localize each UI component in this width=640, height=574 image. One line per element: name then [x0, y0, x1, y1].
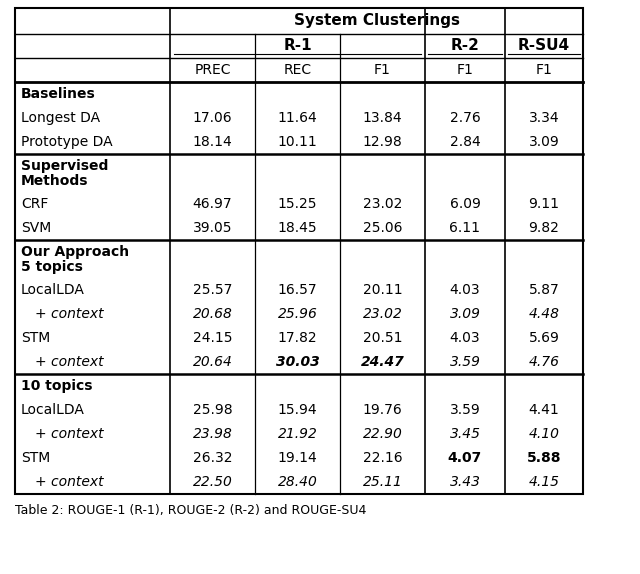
Text: 20.68: 20.68 [193, 307, 232, 321]
Text: Our Approach: Our Approach [21, 245, 129, 259]
Text: 17.82: 17.82 [278, 331, 317, 345]
Text: 5.69: 5.69 [529, 331, 559, 345]
Text: LocalLDA: LocalLDA [21, 403, 85, 417]
Text: 28.40: 28.40 [278, 475, 317, 489]
Text: R-1: R-1 [283, 38, 312, 53]
Text: Methods: Methods [21, 173, 88, 188]
Text: 16.57: 16.57 [278, 283, 317, 297]
Text: Table 2: ROUGE-1 (R-1), ROUGE-2 (R-2) and ROUGE-SU4: Table 2: ROUGE-1 (R-1), ROUGE-2 (R-2) an… [15, 504, 366, 517]
Text: 23.98: 23.98 [193, 427, 232, 441]
Text: 5 topics: 5 topics [21, 259, 83, 274]
Text: 4.07: 4.07 [448, 451, 482, 465]
Text: 23.02: 23.02 [363, 197, 402, 211]
Text: REC: REC [284, 63, 312, 77]
Text: 3.45: 3.45 [449, 427, 481, 441]
Text: 12.98: 12.98 [363, 135, 403, 149]
Text: Supervised: Supervised [21, 159, 108, 173]
Text: 13.84: 13.84 [363, 111, 403, 125]
Text: 3.09: 3.09 [529, 135, 559, 149]
Text: 19.76: 19.76 [363, 403, 403, 417]
Text: 6.11: 6.11 [449, 221, 481, 235]
Text: 22.16: 22.16 [363, 451, 403, 465]
Text: 39.05: 39.05 [193, 221, 232, 235]
Text: 4.48: 4.48 [529, 307, 559, 321]
Text: Longest DA: Longest DA [21, 111, 100, 125]
Text: 23.02: 23.02 [363, 307, 403, 321]
Text: 24.47: 24.47 [360, 355, 404, 369]
Text: 19.14: 19.14 [278, 451, 317, 465]
Text: CRF: CRF [21, 197, 49, 211]
Text: F1: F1 [536, 63, 552, 77]
Text: 4.03: 4.03 [450, 283, 480, 297]
Text: PREC: PREC [195, 63, 231, 77]
Text: 25.98: 25.98 [193, 403, 232, 417]
Text: 18.45: 18.45 [278, 221, 317, 235]
Text: 11.64: 11.64 [278, 111, 317, 125]
Text: 30.03: 30.03 [276, 355, 319, 369]
Text: 9.11: 9.11 [529, 197, 559, 211]
Text: System Clusterings: System Clusterings [294, 14, 460, 29]
Text: 26.32: 26.32 [193, 451, 232, 465]
Text: 22.90: 22.90 [363, 427, 403, 441]
Text: STM: STM [21, 451, 51, 465]
Text: + context: + context [35, 427, 104, 441]
Bar [15, 8, 583, 494]
Text: 3.59: 3.59 [450, 403, 481, 417]
Text: 18.14: 18.14 [193, 135, 232, 149]
Text: R-SU4: R-SU4 [518, 38, 570, 53]
Text: 20.11: 20.11 [363, 283, 403, 297]
Text: SVM: SVM [21, 221, 51, 235]
Text: 25.96: 25.96 [278, 307, 317, 321]
Text: 3.09: 3.09 [449, 307, 481, 321]
Text: 46.97: 46.97 [193, 197, 232, 211]
Text: Baselines: Baselines [21, 87, 96, 101]
Text: F1: F1 [374, 63, 391, 77]
Text: 25.57: 25.57 [193, 283, 232, 297]
Text: 4.41: 4.41 [529, 403, 559, 417]
Text: 17.06: 17.06 [193, 111, 232, 125]
Text: 15.25: 15.25 [278, 197, 317, 211]
Text: 20.64: 20.64 [193, 355, 232, 369]
Text: 3.34: 3.34 [529, 111, 559, 125]
Text: 10 topics: 10 topics [21, 379, 93, 393]
Text: 21.92: 21.92 [278, 427, 317, 441]
Text: + context: + context [35, 475, 104, 489]
Text: 5.88: 5.88 [527, 451, 561, 465]
Text: 22.50: 22.50 [193, 475, 232, 489]
Text: STM: STM [21, 331, 51, 345]
Text: 3.59: 3.59 [449, 355, 481, 369]
Text: LocalLDA: LocalLDA [21, 283, 85, 297]
Text: 6.09: 6.09 [449, 197, 481, 211]
Text: 10.11: 10.11 [278, 135, 317, 149]
Text: F1: F1 [456, 63, 474, 77]
Text: 2.84: 2.84 [450, 135, 481, 149]
Text: 2.76: 2.76 [450, 111, 481, 125]
Text: 20.51: 20.51 [363, 331, 403, 345]
Text: + context: + context [35, 307, 104, 321]
Text: 4.03: 4.03 [450, 331, 480, 345]
Text: 4.10: 4.10 [529, 427, 559, 441]
Text: 9.82: 9.82 [529, 221, 559, 235]
Text: Prototype DA: Prototype DA [21, 135, 113, 149]
Text: 25.11: 25.11 [363, 475, 403, 489]
Text: 24.15: 24.15 [193, 331, 232, 345]
Text: 3.43: 3.43 [449, 475, 481, 489]
Text: 5.87: 5.87 [529, 283, 559, 297]
Text: 25.06: 25.06 [363, 221, 403, 235]
Text: + context: + context [35, 355, 104, 369]
Text: 4.76: 4.76 [529, 355, 559, 369]
Text: R-2: R-2 [451, 38, 479, 53]
Text: 15.94: 15.94 [278, 403, 317, 417]
Text: 4.15: 4.15 [529, 475, 559, 489]
